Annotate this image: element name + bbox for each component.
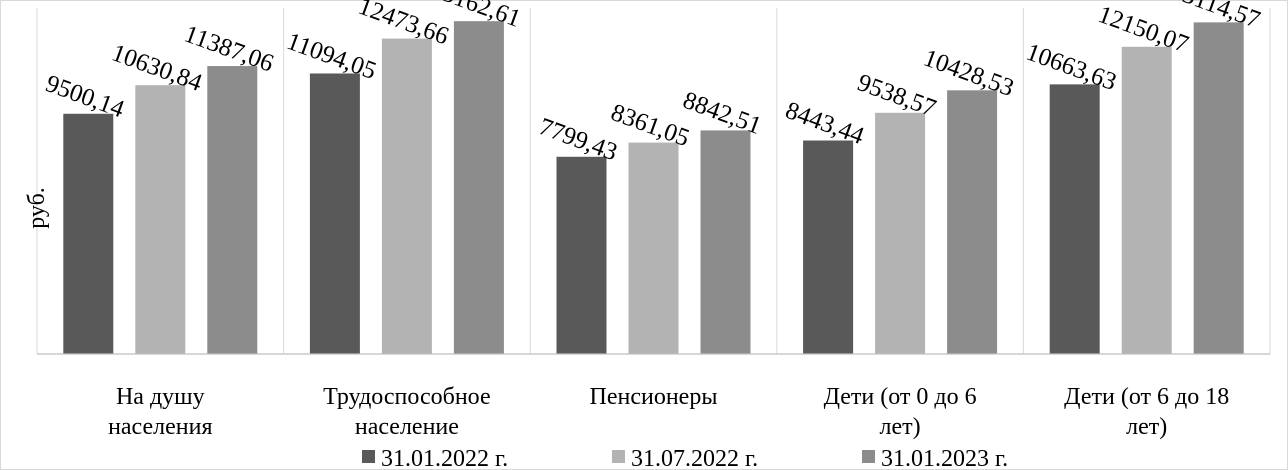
category-label-line: Трудоспособное	[323, 384, 490, 410]
bar	[309, 73, 360, 355]
category-label: Дети (от 0 до 6 лет)	[824, 384, 977, 440]
bar	[556, 156, 607, 354]
bar	[875, 112, 926, 354]
category-label: На душу населения	[108, 384, 212, 440]
bar	[1121, 46, 1172, 355]
bar	[1193, 22, 1244, 354]
category-label: Трудоспособное население	[323, 384, 490, 440]
category-label: Дети (от 6 до 18 лет)	[1064, 384, 1229, 440]
category-label-line: Дети (от 0 до 6	[824, 384, 977, 410]
bar	[453, 21, 504, 354]
legend-swatch	[612, 450, 625, 463]
bar	[207, 66, 258, 354]
y-axis-title: руб.	[24, 187, 50, 229]
category-label-line: Дети (от 6 до 18	[1064, 384, 1229, 410]
bar	[135, 85, 186, 354]
category-label-line: население	[355, 414, 459, 440]
category-label: Пенсионеры	[590, 384, 718, 410]
category-label-line: лет)	[880, 414, 921, 440]
legend-label: 31.01.2022 г.	[381, 446, 508, 470]
bar	[381, 38, 432, 354]
bar	[63, 113, 114, 355]
category-label-line: Пенсионеры	[590, 384, 718, 410]
grid-lines	[36, 8, 1271, 354]
bar	[700, 130, 751, 354]
legend-swatch	[862, 450, 875, 463]
category-label-line: населения	[108, 414, 212, 440]
legend-swatch	[362, 450, 375, 463]
bars	[63, 21, 1244, 355]
category-label-line: На душу	[116, 384, 205, 410]
category-label-line: лет)	[1126, 414, 1167, 440]
legend-label: 31.07.2022 г.	[631, 446, 758, 470]
legend-label: 31.01.2023 г.	[881, 446, 1008, 470]
category-labels: На душу населения Трудоспособное население П…	[108, 384, 1229, 440]
bar	[947, 90, 998, 355]
legend: 31.01.2022 г. 31.07.2022 г. 31.01.2023 г.	[362, 446, 1008, 470]
bar	[803, 140, 854, 354]
bar	[1049, 84, 1100, 355]
bar	[628, 142, 679, 354]
